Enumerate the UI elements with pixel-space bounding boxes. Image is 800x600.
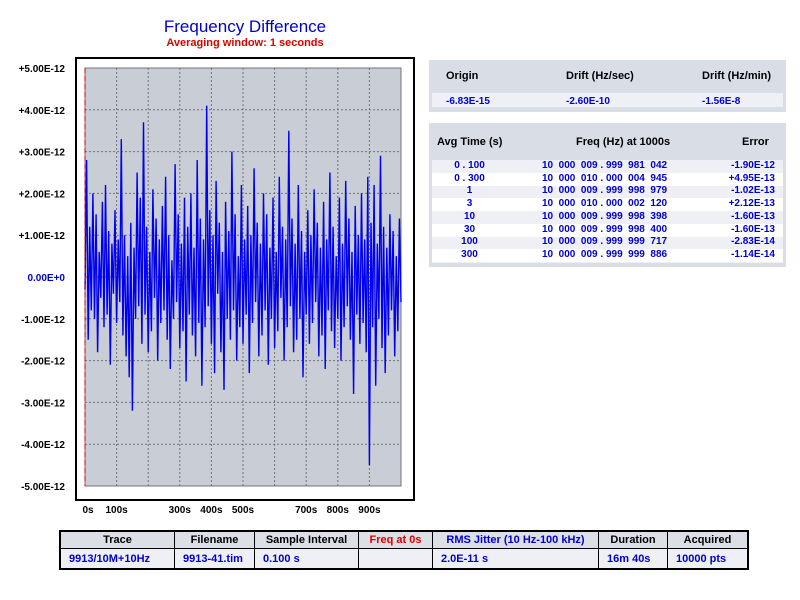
drift-panel: Origin Drift (Hz/sec) Drift (Hz/min) -6.… <box>429 60 786 112</box>
frequency-table-panel: Avg Time (s) Freq (Hz) at 1000s Error 0 … <box>429 123 786 267</box>
drift-values-row <box>432 93 783 107</box>
drift-hz-min-value: -1.56E-8 <box>702 96 741 107</box>
trace-info-value-cell: 0.100 s <box>255 549 359 568</box>
trace-info-header-row: Trace Filename Sample Interval Freq at 0s RM… <box>61 532 747 549</box>
trace-info-header-cell: Sample Interval <box>255 532 359 548</box>
y-tick-label: -1.00E-12 <box>21 315 65 326</box>
freq-row-avg-time: 3 <box>466 198 473 210</box>
freq-row-error: +2.12E-13 <box>728 198 775 210</box>
trace-info-header-cell: Acquired <box>683 534 732 546</box>
freq-row-frequency: 10 000 009 . 999 999 886 <box>542 248 668 260</box>
y-tick-label: -2.00E-12 <box>21 357 65 368</box>
freq-row-frequency: 10 000 009 . 999 981 042 <box>542 160 668 171</box>
drift-origin-value: -6.83E-15 <box>446 96 490 107</box>
x-tick-label: 900s <box>358 505 381 516</box>
drift-header-hz-sec: Drift (Hz/sec) <box>566 70 634 82</box>
frequency-difference-chart: +5.00E-12 +4.00E-12 +3.00E-12 +2.00E-12 +1.0… <box>19 57 415 516</box>
y-tick-label: +3.00E-12 <box>19 148 66 159</box>
drift-hz-sec-value: -2.60E-10 <box>566 96 610 107</box>
freq-table-row: 1 10 000 009 . 999 998 979 -1.02E-13 <box>432 185 783 198</box>
freq-row-frequency: 10 000 010 . 000 004 945 <box>542 172 668 184</box>
y-tick-label: +5.00E-12 <box>19 64 66 75</box>
freq-row-frequency: 10 000 009 . 999 999 717 <box>542 236 668 248</box>
freq-row-avg-time: 0 . 300 <box>454 172 485 184</box>
freq-table-row: 3 10 000 010 . 000 002 120 +2.12E-13 <box>432 198 783 212</box>
freq-row-error: -1.60E-13 <box>731 210 775 222</box>
freq-table-row: 300 10 000 009 . 999 999 886 -1.14E-14 <box>432 248 783 262</box>
freq-header-error: Error <box>742 136 769 148</box>
trace-info-value-row: 9913/10M+10Hz 9913-41.tim 0.100 s 2.0E-11 s… <box>61 549 747 568</box>
y-tick-label: -5.00E-12 <box>21 482 65 493</box>
x-tick-label: 400s <box>200 505 223 516</box>
y-tick-label: +2.00E-12 <box>19 189 66 200</box>
freq-row-avg-time: 30 <box>463 223 476 235</box>
freq-header-freq: Freq (Hz) at 1000s <box>576 136 671 148</box>
x-tick-label: 700s <box>295 505 318 516</box>
freq-table-body: 0 . 100 10 000 009 . 999 981 042 -1.90E-12… <box>432 160 783 263</box>
y-tick-label: -3.00E-12 <box>21 398 65 409</box>
trace-info-value-cell <box>359 549 433 568</box>
trace-info-header-cell: Trace <box>61 532 175 548</box>
trace-info-value-cell: 2.0E-11 s <box>433 549 599 568</box>
trace-info-value-cell: 9913/10M+10Hz <box>61 549 175 568</box>
freq-row-frequency: 10 000 009 . 999 998 979 <box>542 185 668 197</box>
trace-info-table: Trace Filename Sample Interval Freq at 0s RM… <box>59 530 749 570</box>
freq-table-row: 0 . 300 10 000 010 . 000 004 945 +4.95E-13 <box>432 172 783 186</box>
freq-row-frequency: 10 000 009 . 999 998 398 <box>542 210 668 222</box>
trace-info-header-cell: Filename <box>175 532 255 548</box>
trace-info-header-cell: RMS Jitter (10 Hz-100 kHz) <box>433 532 599 548</box>
chart-title: Frequency Difference <box>163 17 327 36</box>
freq-row-error: -1.14E-14 <box>731 248 775 260</box>
x-tick-label: 0s <box>82 505 94 516</box>
y-tick-label: 0.00E+0 <box>27 273 65 284</box>
freq-row-frequency: 10 000 009 . 999 998 400 <box>542 223 668 235</box>
freq-table-row: 10 10 000 009 . 999 998 398 -1.60E-13 <box>432 211 783 224</box>
freq-row-error: +4.95E-13 <box>728 172 775 184</box>
freq-header-avg-time: Avg Time (s) <box>437 136 503 148</box>
freq-row-error: -1.02E-13 <box>731 185 775 197</box>
trace-info-value-cell: 16m 40s <box>599 549 668 568</box>
x-tick-label: 100s <box>105 505 128 516</box>
drift-header-hz-min: Drift (Hz/min) <box>702 70 772 82</box>
freq-row-error: -1.60E-13 <box>731 223 775 235</box>
freq-row-avg-time: 1 <box>466 185 473 197</box>
trace-info-value-cell: 10000 pts <box>676 552 727 565</box>
y-tick-label: +1.00E-12 <box>19 231 66 242</box>
y-tick-label: +4.00E-12 <box>19 106 66 117</box>
trace-info-header-cell: Duration <box>599 532 668 548</box>
x-tick-label: 800s <box>327 505 350 516</box>
freq-table-row: 30 10 000 009 . 999 998 400 -1.60E-13 <box>432 223 783 237</box>
x-tick-label: 500s <box>232 505 255 516</box>
chart-subtitle: Averaging window: 1 seconds <box>166 37 324 49</box>
y-tick-label: -4.00E-12 <box>21 440 65 451</box>
x-tick-label: 300s <box>169 505 192 516</box>
freq-row-error: -2.83E-14 <box>731 236 775 248</box>
freq-row-frequency: 10 000 010 . 000 002 120 <box>542 198 668 210</box>
freq-row-error: -1.90E-12 <box>731 160 775 171</box>
trace-info-value-cell: 9913-41.tim <box>175 549 255 568</box>
freq-row-avg-time: 100 <box>461 236 478 248</box>
drift-header-origin: Origin <box>446 70 479 82</box>
freq-row-avg-time: 10 <box>463 210 476 222</box>
series-line <box>84 105 402 466</box>
freq-row-avg-time: 0 . 100 <box>454 160 485 171</box>
freq-table-row: 0 . 100 10 000 009 . 999 981 042 -1.90E-12 <box>432 160 783 173</box>
trace-info-header-cell: Freq at 0s <box>359 532 433 548</box>
freq-table-row: 100 10 000 009 . 999 999 717 -2.83E-14 <box>432 236 783 249</box>
freq-row-avg-time: 300 <box>461 248 478 260</box>
